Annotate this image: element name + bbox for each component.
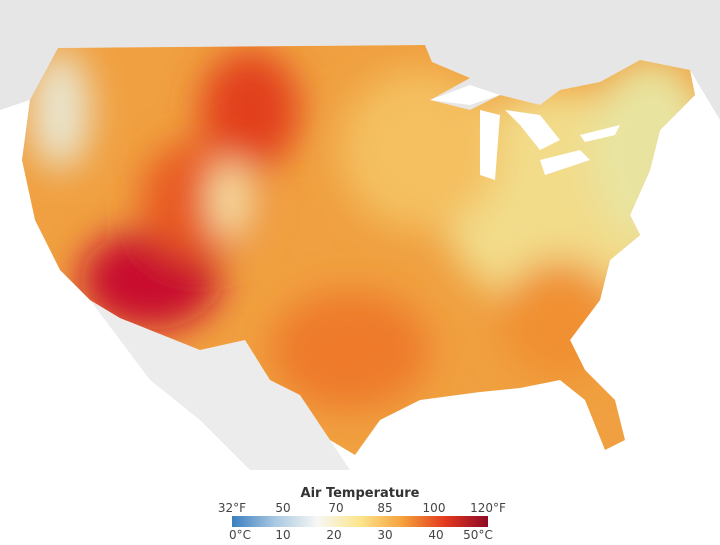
f-tick: 120°F	[470, 501, 506, 515]
f-tick: 85	[377, 501, 393, 515]
c-tick: 20	[326, 528, 342, 542]
f-tick: 70	[328, 501, 344, 515]
c-tick: 50°C	[463, 528, 493, 542]
c-tick: 10	[275, 528, 291, 542]
canada-land	[0, 0, 720, 120]
legend-title: Air Temperature	[300, 486, 420, 501]
c-tick: 30	[377, 528, 393, 542]
f-tick: 100	[422, 501, 446, 515]
f-tick: 50	[275, 501, 291, 515]
great-lakes	[430, 85, 620, 180]
mexico-land	[90, 300, 350, 470]
f-tick: 32°F	[217, 501, 247, 515]
color-scale-bar	[232, 516, 488, 527]
c-tick: 0°C	[228, 528, 252, 542]
temperature-map	[0, 0, 720, 470]
c-tick: 40	[428, 528, 444, 542]
